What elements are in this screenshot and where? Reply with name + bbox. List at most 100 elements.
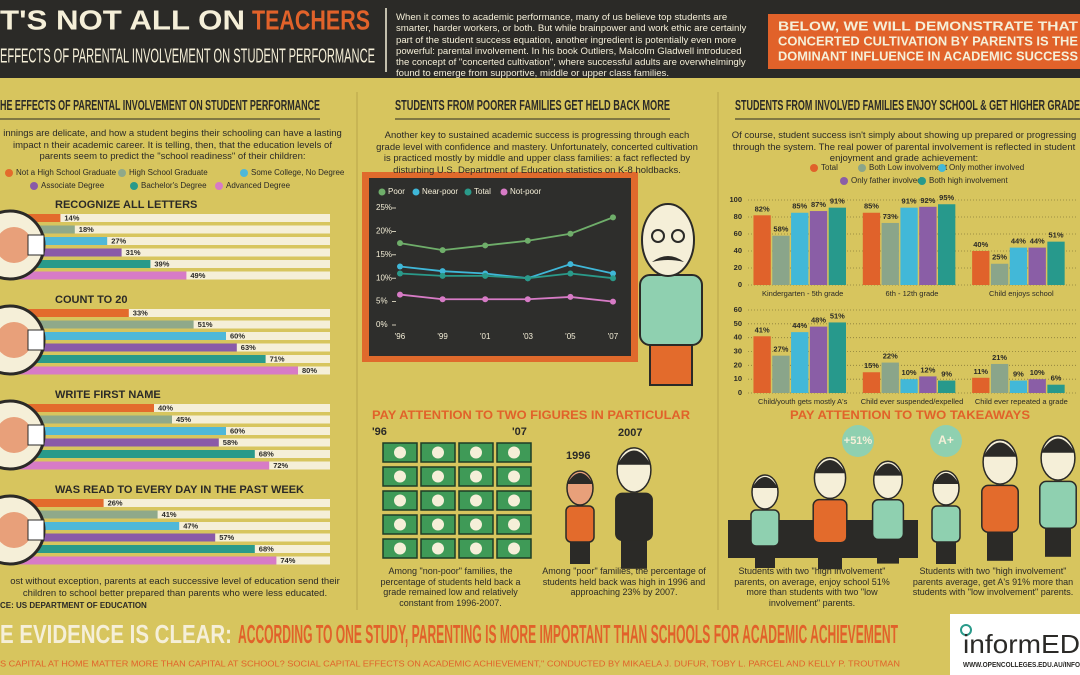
y-tick-label: 0% [376, 320, 388, 329]
y-tick-label: 0 [738, 280, 742, 289]
illustration [933, 473, 959, 484]
bar [1028, 247, 1046, 285]
bar [862, 372, 881, 393]
point [567, 261, 574, 268]
legend-label: Both high involvement [929, 176, 1008, 185]
value-label: 21% [992, 353, 1007, 362]
point [524, 237, 531, 244]
value-label: 22% [883, 352, 898, 361]
figure-label: 1996 [566, 450, 590, 462]
footer-lead: E EVIDENCE IS CLEAR: [0, 619, 232, 649]
bar [753, 336, 771, 393]
bar [10, 556, 277, 565]
legend-swatch [240, 169, 248, 177]
legend-swatch [840, 177, 848, 185]
illustration [818, 542, 842, 570]
value-label: 41% [162, 510, 177, 519]
value-label: 92% [920, 196, 935, 205]
value-label: 82% [755, 204, 770, 213]
point [397, 291, 403, 298]
value-label: 31% [126, 248, 141, 257]
callout-line: CONCERTED CULTIVATION BY PARENTS IS THE [778, 34, 1078, 48]
illustration [567, 473, 593, 484]
point [524, 275, 531, 282]
section-heading: PAY ATTENTION TO TWO FIGURES IN PARTICUL… [372, 408, 690, 422]
point [524, 296, 531, 303]
bar [990, 263, 1009, 285]
point [482, 242, 489, 249]
money-seal [470, 542, 482, 555]
value-label: 80% [302, 366, 317, 375]
bar [10, 214, 61, 222]
bar-track [10, 510, 330, 519]
legend-label: Associate Degree [41, 181, 105, 190]
bar [10, 260, 151, 268]
legend-swatch [500, 188, 508, 196]
value-label: 63% [241, 343, 256, 352]
value-label: 51% [1048, 231, 1063, 240]
bar [10, 545, 255, 553]
illustration [0, 417, 32, 453]
value-label: 27% [773, 345, 788, 354]
legend-label: Poor [388, 187, 405, 196]
point [610, 270, 616, 277]
money-seal [508, 470, 520, 483]
bar [791, 212, 809, 285]
bar [10, 461, 270, 470]
value-label: 6% [1051, 374, 1062, 383]
illustration [615, 492, 653, 541]
bar [10, 355, 266, 363]
value-label: 44% [1030, 237, 1045, 246]
money-seal [470, 518, 482, 531]
illustration [617, 450, 651, 465]
y-tick-label: 5% [376, 297, 388, 306]
bar [772, 235, 790, 285]
line [399, 263, 614, 280]
bar [10, 522, 180, 530]
badge [842, 425, 874, 457]
bar [10, 248, 122, 257]
value-label: 71% [270, 354, 285, 363]
illustration [983, 442, 1017, 457]
y-tick-label: 60 [734, 229, 742, 238]
illustration [750, 509, 780, 547]
figure-caption: Among "non-poor" families, the percentag… [380, 566, 521, 608]
bar [938, 204, 956, 285]
money-seal [432, 470, 444, 483]
illustration [755, 546, 775, 568]
y-tick-label: 40 [734, 333, 742, 342]
legend-label: Bachelor's Degree [141, 181, 207, 190]
value-label: 74% [280, 556, 295, 565]
legend-swatch [5, 169, 13, 177]
x-tick-label: '07 [608, 332, 619, 341]
section-heading: HE EFFECTS OF PARENTAL INVOLVEMENT ON ST… [0, 97, 320, 114]
y-tick-label: 30 [734, 346, 742, 355]
illustration [0, 227, 32, 263]
point [482, 272, 489, 279]
bar [10, 320, 194, 329]
y-tick-label: 20 [734, 263, 742, 272]
point [439, 247, 446, 254]
x-tick-label: '99 [437, 332, 448, 341]
bar [772, 355, 790, 393]
illustration [565, 505, 595, 543]
x-tick-label: '96 [395, 332, 406, 341]
value-label: 73% [883, 212, 898, 221]
value-label: 45% [176, 415, 191, 424]
illustration [1045, 528, 1071, 557]
bar-track [10, 499, 330, 507]
money-seal [394, 446, 406, 459]
illustration [639, 274, 703, 346]
value-label: 11% [973, 367, 988, 376]
value-label: 27% [111, 236, 126, 245]
legend-label: Only mother involved [949, 163, 1024, 172]
bar-track [10, 404, 330, 412]
bar [900, 207, 918, 285]
money-seal [432, 518, 444, 531]
bar [791, 332, 809, 393]
legend-swatch [810, 164, 818, 172]
bar [10, 332, 226, 340]
bar-track [10, 237, 330, 245]
bar [10, 415, 172, 424]
value-label: 68% [259, 449, 274, 458]
